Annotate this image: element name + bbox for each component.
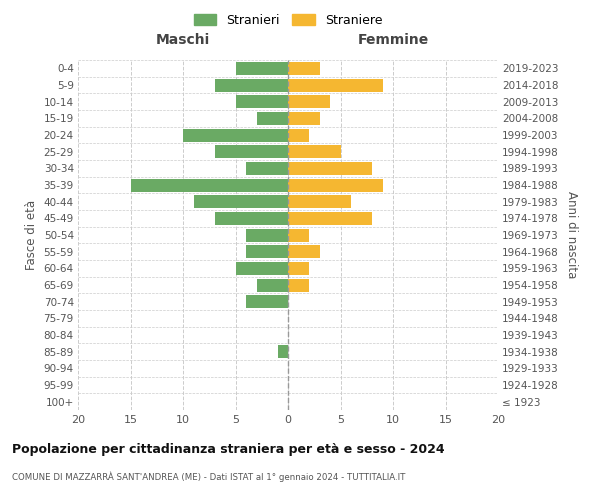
Text: COMUNE DI MAZZARRÀ SANT'ANDREA (ME) - Dati ISTAT al 1° gennaio 2024 - TUTTITALIA: COMUNE DI MAZZARRÀ SANT'ANDREA (ME) - Da… xyxy=(12,471,406,482)
Bar xyxy=(288,128,309,141)
Bar xyxy=(246,162,288,175)
Bar xyxy=(288,162,372,175)
Text: Femmine: Femmine xyxy=(358,32,428,46)
Legend: Stranieri, Straniere: Stranieri, Straniere xyxy=(189,8,387,32)
Bar xyxy=(288,112,320,125)
Bar xyxy=(235,95,288,108)
Bar xyxy=(288,278,309,291)
Bar xyxy=(288,78,383,92)
Bar xyxy=(277,345,288,358)
Text: Maschi: Maschi xyxy=(156,32,210,46)
Bar xyxy=(288,145,341,158)
Text: Popolazione per cittadinanza straniera per età e sesso - 2024: Popolazione per cittadinanza straniera p… xyxy=(12,442,445,456)
Bar xyxy=(288,62,320,75)
Bar xyxy=(246,228,288,241)
Bar xyxy=(288,262,309,275)
Bar xyxy=(193,195,288,208)
Bar xyxy=(183,128,288,141)
Y-axis label: Anni di nascita: Anni di nascita xyxy=(565,192,578,278)
Bar xyxy=(246,245,288,258)
Bar xyxy=(257,278,288,291)
Bar xyxy=(235,62,288,75)
Bar xyxy=(288,228,309,241)
Bar xyxy=(288,178,383,192)
Bar xyxy=(288,95,330,108)
Bar xyxy=(235,262,288,275)
Bar xyxy=(215,145,288,158)
Bar xyxy=(257,112,288,125)
Bar xyxy=(215,212,288,225)
Bar xyxy=(288,245,320,258)
Bar xyxy=(130,178,288,192)
Bar xyxy=(246,295,288,308)
Bar xyxy=(215,78,288,92)
Bar xyxy=(288,195,351,208)
Y-axis label: Fasce di età: Fasce di età xyxy=(25,200,38,270)
Bar xyxy=(288,212,372,225)
